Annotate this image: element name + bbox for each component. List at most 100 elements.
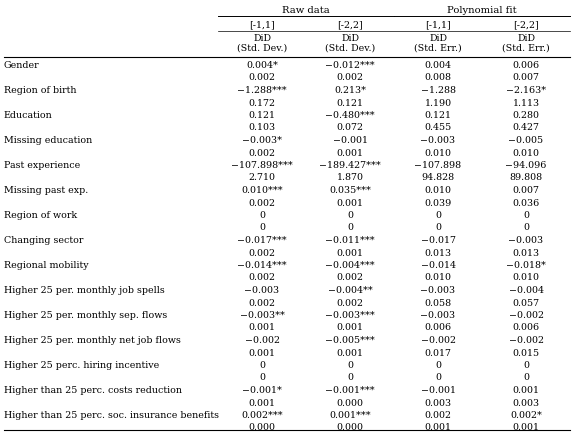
Text: [-1,1]: [-1,1] [249, 20, 275, 29]
Text: 0.121: 0.121 [336, 98, 363, 108]
Text: Higher 25 per. monthly net job flows: Higher 25 per. monthly net job flows [4, 336, 181, 345]
Text: DiD: DiD [429, 34, 447, 43]
Text: 0.010: 0.010 [512, 274, 540, 282]
Text: 94.828: 94.828 [421, 173, 454, 183]
Text: [-2,2]: [-2,2] [513, 20, 539, 29]
Text: −0.003***: −0.003*** [325, 311, 375, 320]
Text: 0.427: 0.427 [512, 124, 540, 132]
Text: 0.003: 0.003 [425, 399, 452, 407]
Text: 0: 0 [435, 374, 441, 382]
Text: 2.710: 2.710 [249, 173, 276, 183]
Text: −2.163*: −2.163* [506, 86, 546, 95]
Text: Region of birth: Region of birth [4, 86, 77, 95]
Text: 0.004: 0.004 [425, 61, 452, 70]
Text: 0.010***: 0.010*** [241, 186, 283, 195]
Text: −0.003: −0.003 [421, 136, 456, 145]
Text: −1.288: −1.288 [421, 86, 456, 95]
Text: 1.870: 1.870 [336, 173, 363, 183]
Text: 0.006: 0.006 [512, 323, 540, 333]
Text: [-2,2]: [-2,2] [337, 20, 363, 29]
Text: 0.213*: 0.213* [334, 86, 366, 95]
Text: 0.002: 0.002 [249, 298, 276, 308]
Text: (Std. Err.): (Std. Err.) [502, 44, 550, 53]
Text: −0.005***: −0.005*** [325, 336, 375, 345]
Text: 0.015: 0.015 [512, 348, 540, 357]
Text: Polynomial fit: Polynomial fit [447, 6, 517, 15]
Text: 0.002: 0.002 [249, 274, 276, 282]
Text: 0: 0 [347, 223, 353, 232]
Text: −0.003: −0.003 [421, 286, 456, 295]
Text: 0.058: 0.058 [425, 298, 452, 308]
Text: 0.002: 0.002 [249, 198, 276, 208]
Text: −0.003: −0.003 [245, 286, 280, 295]
Text: 0.007: 0.007 [512, 186, 540, 195]
Text: 0.001: 0.001 [249, 323, 276, 333]
Text: Region of work: Region of work [4, 211, 77, 220]
Text: −107.898***: −107.898*** [231, 161, 293, 170]
Text: 0.013: 0.013 [512, 249, 540, 257]
Text: 0: 0 [523, 361, 529, 370]
Text: −0.004***: −0.004*** [325, 261, 375, 270]
Text: 0: 0 [435, 211, 441, 220]
Text: 0.103: 0.103 [249, 124, 276, 132]
Text: 0.001: 0.001 [336, 348, 363, 357]
Text: 0.002: 0.002 [425, 411, 452, 420]
Text: 0.010: 0.010 [512, 149, 540, 157]
Text: 0.072: 0.072 [336, 124, 363, 132]
Text: 0.007: 0.007 [512, 73, 540, 83]
Text: 0: 0 [259, 223, 265, 232]
Text: (Std. Dev.): (Std. Dev.) [325, 44, 375, 53]
Text: 0.455: 0.455 [425, 124, 452, 132]
Text: −0.011***: −0.011*** [325, 236, 375, 245]
Text: 0.001: 0.001 [512, 423, 540, 433]
Text: 0.001: 0.001 [336, 149, 363, 157]
Text: −0.014***: −0.014*** [237, 261, 287, 270]
Text: 0.001: 0.001 [249, 399, 276, 407]
Text: −0.001***: −0.001*** [325, 386, 375, 395]
Text: −94.096: −94.096 [505, 161, 547, 170]
Text: 0: 0 [435, 223, 441, 232]
Text: −0.004**: −0.004** [328, 286, 372, 295]
Text: 0.000: 0.000 [336, 423, 363, 433]
Text: Higher 25 perc. hiring incentive: Higher 25 perc. hiring incentive [4, 361, 159, 370]
Text: Higher than 25 perc. costs reduction: Higher than 25 perc. costs reduction [4, 386, 182, 395]
Text: −0.012***: −0.012*** [325, 61, 375, 70]
Text: −1.288***: −1.288*** [237, 86, 287, 95]
Text: −0.480***: −0.480*** [325, 111, 375, 120]
Text: −0.005: −0.005 [508, 136, 544, 145]
Text: 0.002: 0.002 [249, 73, 276, 83]
Text: 0.121: 0.121 [249, 111, 276, 120]
Text: Education: Education [4, 111, 53, 120]
Text: Higher 25 per. monthly sep. flows: Higher 25 per. monthly sep. flows [4, 311, 167, 320]
Text: 0.002***: 0.002*** [241, 411, 283, 420]
Text: 0: 0 [259, 211, 265, 220]
Text: [-1,1]: [-1,1] [425, 20, 451, 29]
Text: −0.002: −0.002 [421, 336, 456, 345]
Text: 0.002: 0.002 [336, 274, 363, 282]
Text: 0.121: 0.121 [425, 111, 452, 120]
Text: 0: 0 [259, 374, 265, 382]
Text: 0: 0 [523, 374, 529, 382]
Text: 0.000: 0.000 [249, 423, 276, 433]
Text: 0: 0 [347, 374, 353, 382]
Text: 0.010: 0.010 [425, 149, 452, 157]
Text: 0.035***: 0.035*** [329, 186, 371, 195]
Text: 0.002: 0.002 [336, 298, 363, 308]
Text: Missing education: Missing education [4, 136, 92, 145]
Text: 0.001***: 0.001*** [329, 411, 371, 420]
Text: Higher than 25 perc. soc. insurance benefits: Higher than 25 perc. soc. insurance bene… [4, 411, 219, 420]
Text: Higher 25 per. monthly job spells: Higher 25 per. monthly job spells [4, 286, 165, 295]
Text: 0.006: 0.006 [425, 323, 452, 333]
Text: 0.001: 0.001 [249, 348, 276, 357]
Text: −0.002: −0.002 [508, 336, 544, 345]
Text: 0.002: 0.002 [336, 73, 363, 83]
Text: −0.004: −0.004 [508, 286, 544, 295]
Text: 0.004*: 0.004* [246, 61, 278, 70]
Text: DiD: DiD [517, 34, 535, 43]
Text: −0.003**: −0.003** [240, 311, 284, 320]
Text: −0.003*: −0.003* [242, 136, 282, 145]
Text: 0: 0 [259, 361, 265, 370]
Text: 0.001: 0.001 [336, 198, 363, 208]
Text: −0.002: −0.002 [508, 311, 544, 320]
Text: 0: 0 [523, 223, 529, 232]
